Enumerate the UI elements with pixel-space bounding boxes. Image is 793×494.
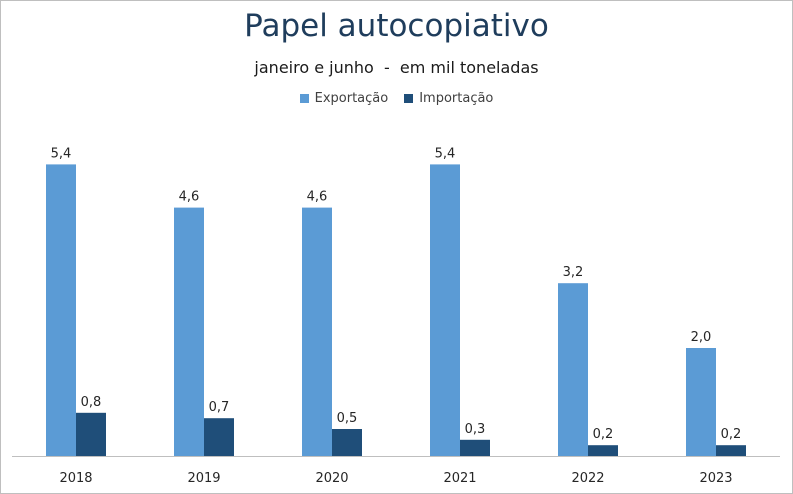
chart-legend: Exportação Importação	[0, 91, 793, 106]
bar-exportacao-2021	[430, 164, 460, 456]
x-tick-label-2018: 2018	[59, 471, 92, 486]
data-label-exportacao-2018: 5,4	[51, 146, 72, 161]
data-label-exportacao-2023: 2,0	[691, 330, 712, 345]
x-tick-label-2021: 2021	[443, 471, 476, 486]
bar-importacao-2020	[332, 429, 362, 456]
legend-label-importacao: Importação	[419, 91, 494, 106]
data-label-importacao-2018: 0,8	[81, 395, 102, 410]
bar-importacao-2022	[588, 445, 618, 456]
data-label-exportacao-2020: 4,6	[307, 190, 328, 205]
legend-label-exportacao: Exportação	[314, 91, 389, 106]
bar-exportacao-2023	[686, 348, 716, 456]
data-label-exportacao-2021: 5,4	[435, 146, 456, 161]
data-label-exportacao-2022: 3,2	[563, 265, 584, 280]
x-tick-label-2020: 2020	[315, 471, 348, 486]
bar-importacao-2018	[76, 412, 106, 456]
chart-title: Papel autocopiativo	[244, 8, 549, 44]
data-label-importacao-2019: 0,7	[209, 400, 230, 415]
x-tick-label-2019: 2019	[187, 471, 220, 486]
legend-swatch-importacao	[404, 94, 414, 103]
bar-exportacao-2019	[174, 207, 204, 456]
x-tick-label-2022: 2022	[571, 471, 604, 486]
data-label-importacao-2021: 0,3	[465, 422, 486, 437]
data-label-exportacao-2019: 4,6	[179, 190, 200, 205]
x-tick-label-2023: 2023	[699, 471, 732, 486]
bar-exportacao-2020	[302, 207, 332, 456]
data-label-importacao-2023: 0,2	[721, 427, 742, 442]
data-label-importacao-2020: 0,5	[337, 411, 358, 426]
bar-importacao-2021	[460, 439, 490, 456]
bar-exportacao-2018	[46, 164, 76, 456]
chart-subtitle: janeiro e junho - em mil toneladas	[254, 58, 539, 77]
bar-exportacao-2022	[558, 283, 588, 456]
bar-importacao-2023	[716, 445, 746, 456]
legend-swatch-exportacao	[299, 94, 309, 103]
bar-importacao-2019	[204, 418, 234, 456]
legend-item-importacao: Importação	[404, 91, 493, 106]
legend-item-exportacao: Exportação	[299, 91, 389, 106]
data-label-importacao-2022: 0,2	[593, 427, 614, 442]
